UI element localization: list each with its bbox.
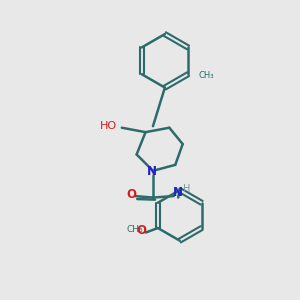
Text: HO: HO xyxy=(100,121,117,131)
Text: N: N xyxy=(146,165,157,178)
Text: O: O xyxy=(126,188,136,201)
Text: H: H xyxy=(183,184,190,194)
Text: CH₃: CH₃ xyxy=(127,225,143,234)
Text: N: N xyxy=(173,186,183,199)
Text: O: O xyxy=(136,224,146,238)
Text: CH₃: CH₃ xyxy=(198,71,214,80)
